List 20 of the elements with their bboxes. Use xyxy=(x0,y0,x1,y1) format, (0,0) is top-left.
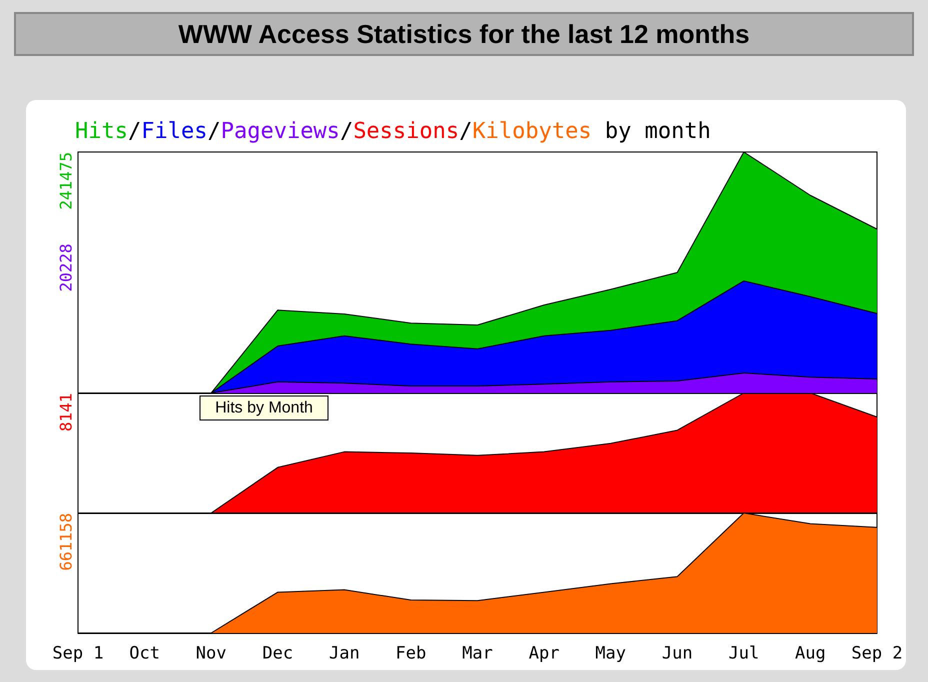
x-tick-label: Oct xyxy=(129,644,160,664)
x-tick-label: Jan xyxy=(328,644,360,664)
x-tick-label: May xyxy=(595,644,626,664)
x-tick-label: Jun xyxy=(662,644,693,664)
text: 20228 xyxy=(56,244,76,292)
x-tick-label: Dec xyxy=(262,644,294,664)
text: 8141 xyxy=(56,393,76,432)
x-tick-label: Nov xyxy=(196,644,227,664)
x-tick-label: Sep 1 xyxy=(52,644,104,664)
text: 661158 xyxy=(56,513,76,571)
chart-title: WWW Access Statistics for the last 12 months xyxy=(14,12,914,56)
annotation: Hits by Month xyxy=(215,400,313,416)
x-tick-label: Sep 2 xyxy=(851,644,903,664)
x-tick-label: Apr xyxy=(528,644,560,664)
x-tick-label: Aug xyxy=(795,644,826,664)
x-tick-label: Mar xyxy=(462,644,493,664)
text: 241475 xyxy=(56,152,76,210)
x-tick-label: Feb xyxy=(396,644,426,664)
x-tick-label: Jul xyxy=(728,644,760,664)
text: Hits/Files/Pageviews/Sessions/Kilobytes by month xyxy=(75,119,711,144)
